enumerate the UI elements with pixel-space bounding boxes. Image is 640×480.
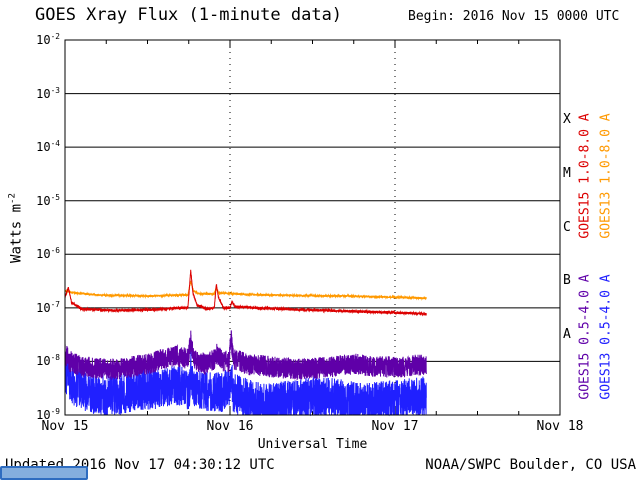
flare-class-label: B (563, 273, 571, 289)
y-tick-label: 10-3 (36, 85, 60, 101)
y-tick-label: 10-2 (36, 32, 60, 47)
series-goes13-long (64, 280, 427, 301)
x-tick-label: Nov 17 (371, 419, 419, 434)
flare-class-label: M (563, 165, 571, 181)
x-tick-label: Nov 16 (206, 419, 254, 434)
flare-class-label: C (563, 219, 571, 235)
flare-class-label: X (563, 112, 571, 128)
y-tick-label: 10-8 (36, 353, 60, 369)
plot-border (64, 39, 561, 416)
y-tick-label: 10-4 (36, 139, 60, 155)
series-goes13-short (64, 351, 427, 417)
x-tick-label: Nov 18 (536, 419, 584, 434)
legend-goes13-short: GOES13 0.5-4.0 A (598, 274, 614, 400)
x-tick-label: Nov 15 (41, 419, 89, 434)
bottom-left-overlay (0, 466, 88, 480)
y-axis-title: Watts m-2 (7, 192, 25, 263)
legend-goes15-long: GOES15 1.0-8.0 A (577, 113, 593, 239)
noaa-credit: NOAA/SWPC Boulder, CO USA (425, 457, 636, 473)
y-tick-label: 10-6 (36, 246, 60, 262)
chart-title: GOES Xray Flux (1-minute data) (35, 5, 343, 25)
y-tick-label: 10-5 (36, 192, 60, 208)
x-axis-title: Universal Time (257, 437, 368, 452)
y-tick-label: 10-9 (36, 407, 60, 422)
series-goes15-short (64, 330, 427, 381)
legend-goes15-short: GOES15 0.5-4.0 A (577, 274, 593, 400)
y-tick-label: 10-7 (36, 299, 60, 315)
begin-time-label: Begin: 2016 Nov 15 0000 UTC (408, 9, 620, 24)
legend-goes13-long: GOES13 1.0-8.0 A (598, 113, 614, 239)
series-goes15-long (64, 269, 427, 317)
flare-class-label: A (563, 326, 571, 342)
